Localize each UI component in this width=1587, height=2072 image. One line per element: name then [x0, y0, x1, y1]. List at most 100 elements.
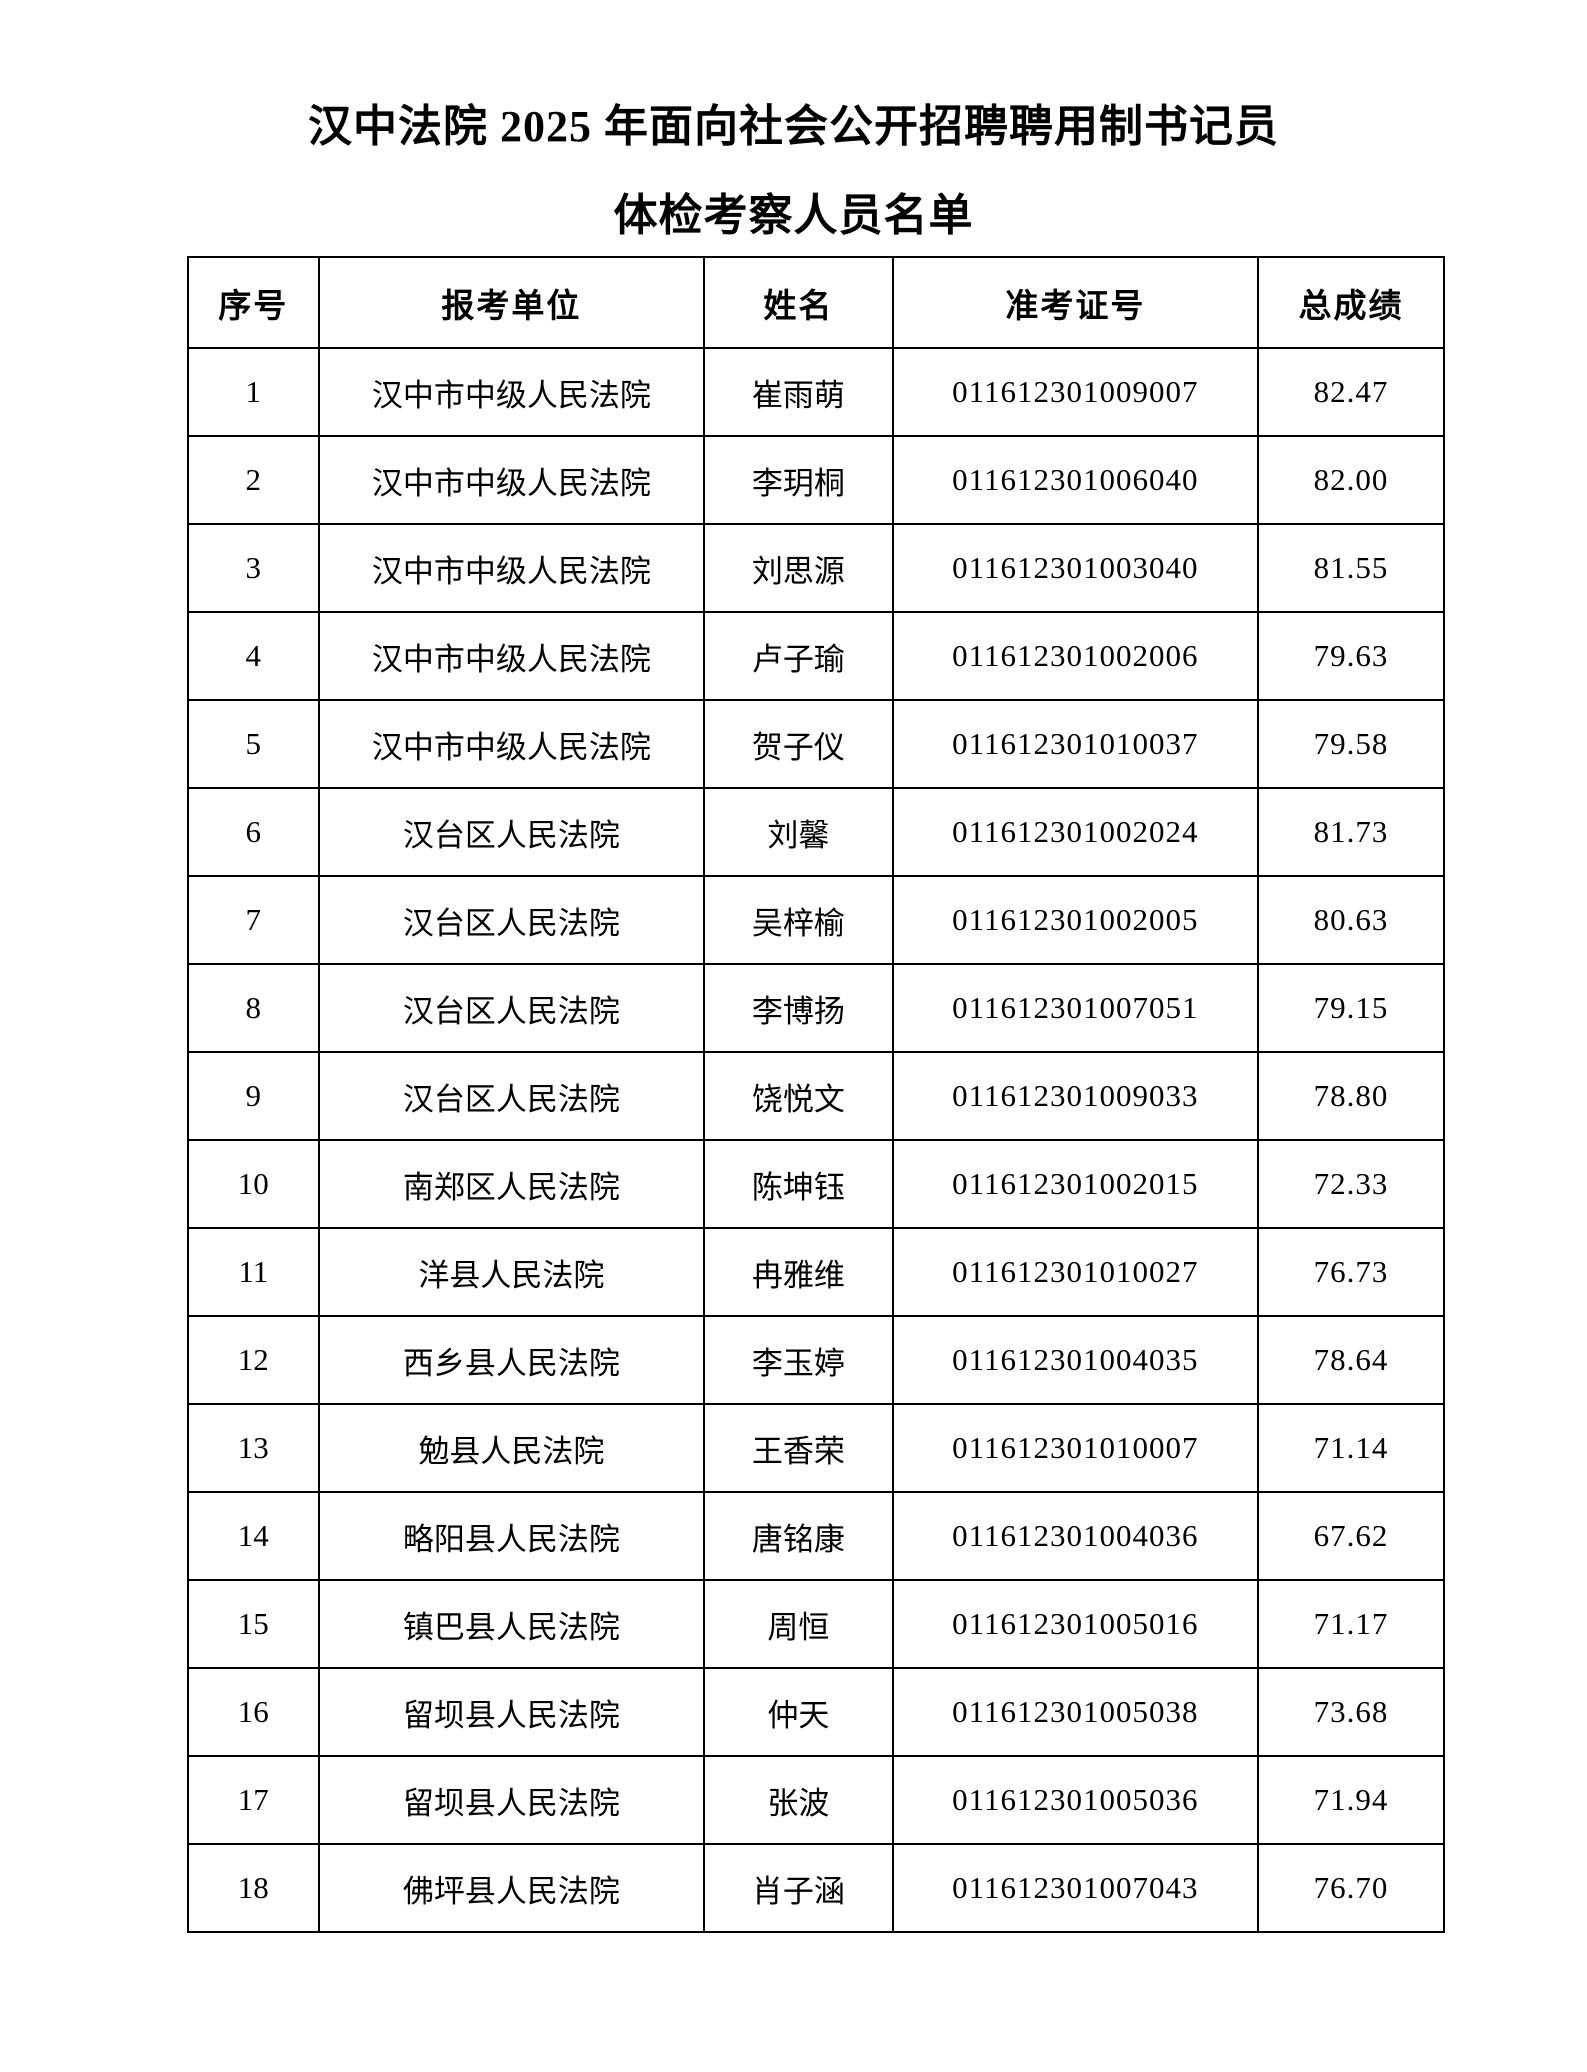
cell-no: 10 — [187, 1139, 320, 1229]
document-title-line1: 汉中法院 2025 年面向社会公开招聘聘用制书记员 — [308, 102, 1279, 151]
cell-unit: 留坝县人民法院 — [317, 1667, 706, 1757]
cell-unit: 汉中市中级人民法院 — [317, 347, 706, 437]
cell-score: 76.70 — [1257, 1843, 1445, 1933]
cell-ticket: 011612301009033 — [891, 1051, 1260, 1141]
cell-name: 肖子涵 — [703, 1843, 894, 1933]
roster-table-container: 序号 报考单位 姓名 准考证号 总成绩 1 汉中市中级人民法院 崔雨萌 01161230100… — [187, 256, 1445, 1933]
table-row: 13 勉县人民法院 王香荣 011612301010007 71.14 — [187, 1403, 1445, 1493]
cell-score: 79.15 — [1257, 963, 1445, 1053]
table-row: 12 西乡县人民法院 李玉婷 011612301004035 78.64 — [187, 1315, 1445, 1405]
col-header-no: 序号 — [187, 256, 320, 349]
table-header-row: 序号 报考单位 姓名 准考证号 总成绩 — [187, 256, 1445, 349]
cell-unit: 勉县人民法院 — [317, 1403, 706, 1493]
cell-no: 1 — [187, 347, 320, 437]
col-header-unit: 报考单位 — [317, 256, 706, 349]
cell-score: 78.64 — [1257, 1315, 1445, 1405]
cell-unit: 西乡县人民法院 — [317, 1315, 706, 1405]
table-header: 序号 报考单位 姓名 准考证号 总成绩 — [187, 256, 1445, 349]
cell-unit: 汉中市中级人民法院 — [317, 523, 706, 613]
cell-score: 82.47 — [1257, 347, 1445, 437]
cell-score: 76.73 — [1257, 1227, 1445, 1317]
cell-no: 11 — [187, 1227, 320, 1317]
cell-name: 饶悦文 — [703, 1051, 894, 1141]
table-row: 1 汉中市中级人民法院 崔雨萌 011612301009007 82.47 — [187, 347, 1445, 437]
cell-name: 李玥桐 — [703, 435, 894, 525]
col-header-ticket: 准考证号 — [891, 256, 1260, 349]
cell-unit: 南郑区人民法院 — [317, 1139, 706, 1229]
cell-no: 3 — [187, 523, 320, 613]
table-row: 15 镇巴县人民法院 周恒 011612301005016 71.17 — [187, 1579, 1445, 1669]
table-row: 8 汉台区人民法院 李博扬 011612301007051 79.15 — [187, 963, 1445, 1053]
cell-name: 吴梓榆 — [703, 875, 894, 965]
cell-name: 周恒 — [703, 1579, 894, 1669]
cell-unit: 汉台区人民法院 — [317, 787, 706, 877]
cell-no: 18 — [187, 1843, 320, 1933]
cell-unit: 汉台区人民法院 — [317, 875, 706, 965]
cell-unit: 佛坪县人民法院 — [317, 1843, 706, 1933]
cell-score: 81.55 — [1257, 523, 1445, 613]
cell-unit: 汉台区人民法院 — [317, 963, 706, 1053]
cell-unit: 洋县人民法院 — [317, 1227, 706, 1317]
cell-ticket: 011612301005038 — [891, 1667, 1260, 1757]
cell-no: 15 — [187, 1579, 320, 1669]
cell-ticket: 011612301006040 — [891, 435, 1260, 525]
cell-score: 79.58 — [1257, 699, 1445, 789]
cell-name: 唐铭康 — [703, 1491, 894, 1581]
cell-ticket: 011612301002006 — [891, 611, 1260, 701]
cell-score: 79.63 — [1257, 611, 1445, 701]
cell-ticket: 011612301003040 — [891, 523, 1260, 613]
table-row: 2 汉中市中级人民法院 李玥桐 011612301006040 82.00 — [187, 435, 1445, 525]
cell-no: 17 — [187, 1755, 320, 1845]
cell-score: 71.14 — [1257, 1403, 1445, 1493]
table-row: 14 略阳县人民法院 唐铭康 011612301004036 67.62 — [187, 1491, 1445, 1581]
cell-score: 67.62 — [1257, 1491, 1445, 1581]
cell-score: 73.68 — [1257, 1667, 1445, 1757]
cell-no: 12 — [187, 1315, 320, 1405]
cell-ticket: 011612301010007 — [891, 1403, 1260, 1493]
table-row: 10 南郑区人民法院 陈坤钰 011612301002015 72.33 — [187, 1139, 1445, 1229]
table-row: 16 留坝县人民法院 仲天 011612301005038 73.68 — [187, 1667, 1445, 1757]
cell-no: 7 — [187, 875, 320, 965]
cell-ticket: 011612301010027 — [891, 1227, 1260, 1317]
cell-ticket: 011612301002015 — [891, 1139, 1260, 1229]
cell-no: 16 — [187, 1667, 320, 1757]
cell-name: 刘馨 — [703, 787, 894, 877]
table-row: 4 汉中市中级人民法院 卢子瑜 011612301002006 79.63 — [187, 611, 1445, 701]
cell-unit: 汉台区人民法院 — [317, 1051, 706, 1141]
document-title-line2: 体检考察人员名单 — [613, 191, 974, 240]
cell-no: 6 — [187, 787, 320, 877]
table-row: 9 汉台区人民法院 饶悦文 011612301009033 78.80 — [187, 1051, 1445, 1141]
table-row: 18 佛坪县人民法院 肖子涵 011612301007043 76.70 — [187, 1843, 1445, 1933]
cell-ticket: 011612301005016 — [891, 1579, 1260, 1669]
cell-ticket: 011612301002024 — [891, 787, 1260, 877]
cell-no: 13 — [187, 1403, 320, 1493]
cell-ticket: 011612301004035 — [891, 1315, 1260, 1405]
cell-score: 71.94 — [1257, 1755, 1445, 1845]
document-page: 汉中法院 2025 年面向社会公开招聘聘用制书记员 体检考察人员名单 序号 报考单… — [0, 0, 1587, 1933]
cell-no: 2 — [187, 435, 320, 525]
cell-no: 5 — [187, 699, 320, 789]
cell-name: 李玉婷 — [703, 1315, 894, 1405]
table-row: 11 洋县人民法院 冉雅维 011612301010027 76.73 — [187, 1227, 1445, 1317]
cell-name: 陈坤钰 — [703, 1139, 894, 1229]
table-row: 7 汉台区人民法院 吴梓榆 011612301002005 80.63 — [187, 875, 1445, 965]
cell-unit: 留坝县人民法院 — [317, 1755, 706, 1845]
cell-unit: 镇巴县人民法院 — [317, 1579, 706, 1669]
cell-name: 李博扬 — [703, 963, 894, 1053]
cell-name: 崔雨萌 — [703, 347, 894, 437]
col-header-name: 姓名 — [703, 256, 894, 349]
roster-table: 序号 报考单位 姓名 准考证号 总成绩 1 汉中市中级人民法院 崔雨萌 01161230100… — [187, 256, 1445, 1933]
cell-unit: 汉中市中级人民法院 — [317, 611, 706, 701]
cell-no: 14 — [187, 1491, 320, 1581]
table-body: 1 汉中市中级人民法院 崔雨萌 011612301009007 82.47 2 汉中市中级人… — [187, 347, 1445, 1933]
cell-no: 4 — [187, 611, 320, 701]
cell-ticket: 011612301007051 — [891, 963, 1260, 1053]
cell-name: 张波 — [703, 1755, 894, 1845]
table-row: 5 汉中市中级人民法院 贺子仪 011612301010037 79.58 — [187, 699, 1445, 789]
cell-score: 81.73 — [1257, 787, 1445, 877]
cell-score: 82.00 — [1257, 435, 1445, 525]
cell-name: 贺子仪 — [703, 699, 894, 789]
cell-ticket: 011612301007043 — [891, 1843, 1260, 1933]
cell-name: 冉雅维 — [703, 1227, 894, 1317]
cell-ticket: 011612301004036 — [891, 1491, 1260, 1581]
